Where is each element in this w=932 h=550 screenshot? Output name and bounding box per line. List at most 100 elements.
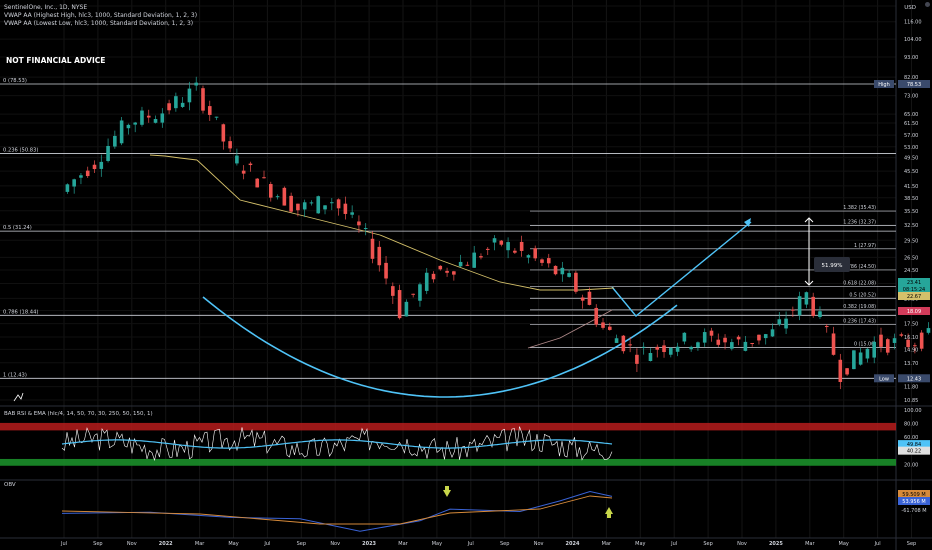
- price-candle: [350, 212, 354, 215]
- price-axis-tick: 49.50: [904, 156, 918, 162]
- time-axis-tick: 2025: [769, 541, 783, 547]
- price-axis-tick: 104.00: [904, 37, 922, 43]
- price-axis-tick: 82.00: [904, 75, 918, 81]
- fib-extension-label: 0.786 (24.50): [843, 264, 876, 270]
- time-axis-tick: Nov: [330, 541, 340, 547]
- price-candle: [913, 345, 917, 347]
- time-axis-tick: Mar: [602, 541, 612, 547]
- high-label-bg: [874, 79, 894, 88]
- price-candle: [343, 203, 348, 214]
- price-candle: [167, 103, 171, 111]
- price-candle: [716, 339, 721, 345]
- price-candle: [594, 307, 599, 325]
- fib-extension-label: 0.618 (22.08): [843, 281, 876, 287]
- price-candle: [899, 334, 904, 336]
- price-candle: [641, 346, 646, 348]
- price-candle: [452, 271, 456, 275]
- price-axis-tick: 38.50: [904, 196, 918, 202]
- time-axis-tick: Jul: [263, 541, 270, 547]
- fib-retracement-label: 0.5 (31.24): [3, 225, 32, 231]
- price-candle: [472, 252, 476, 268]
- price-candle: [743, 341, 748, 351]
- price-axis-tick: 35.50: [904, 209, 918, 215]
- time-axis-tick: Mar: [195, 541, 205, 547]
- price-candle: [919, 332, 924, 349]
- currency-label: USD: [904, 5, 916, 11]
- price-axis-tick: 10.85: [904, 398, 918, 404]
- fib-extension-label: 0.236 (17.43): [843, 318, 876, 324]
- price-candle: [865, 348, 870, 359]
- time-axis-tick: Jul: [874, 541, 881, 547]
- price-candle: [106, 145, 110, 161]
- price-axis-tick: 41.50: [904, 184, 918, 190]
- price-candle: [316, 196, 321, 214]
- fib-retracement-label: 0 (78.53): [3, 78, 27, 84]
- price-candle: [553, 265, 558, 275]
- price-candle: [506, 242, 510, 251]
- price-candle: [445, 270, 449, 273]
- price-axis-tick: 17.50: [904, 322, 918, 328]
- price-candle: [411, 293, 415, 295]
- time-axis-tick: Nov: [737, 541, 747, 547]
- price-axis-tick: 16.10: [904, 335, 918, 341]
- last-price-tag: 23.41: [907, 280, 921, 286]
- high-label: High: [878, 82, 890, 88]
- rsi-line: [61, 426, 613, 462]
- price-candle: [465, 264, 470, 266]
- obv-value-tag-bg: [898, 497, 930, 505]
- price-candle: [431, 273, 436, 280]
- vwap-upper-tag: 22.67: [907, 294, 921, 300]
- price-candle: [621, 335, 626, 352]
- vwap-lower-tag: 18.09: [907, 309, 921, 315]
- price-candle: [485, 248, 490, 250]
- fib-extension-label: 1.382 (35.43): [843, 205, 876, 211]
- low-price-tag-bg: [898, 374, 930, 383]
- price-candle: [235, 155, 239, 164]
- price-candle: [153, 119, 158, 123]
- rsi-axis-tick: 60.00: [904, 435, 918, 441]
- price-candle: [302, 202, 307, 210]
- price-candle: [336, 199, 341, 209]
- projection-path: [611, 221, 752, 317]
- price-candle: [187, 88, 192, 103]
- arrow-up-icon-stem: [607, 514, 611, 518]
- price-candle: [709, 330, 714, 336]
- price-candle: [146, 115, 151, 118]
- settings-dot-icon[interactable]: [925, 2, 930, 7]
- rsi-oversold-zone: [0, 458, 896, 466]
- price-candle: [126, 124, 131, 129]
- price-candle: [296, 203, 300, 211]
- price-candle: [309, 202, 314, 204]
- time-axis-tick: Nov: [127, 541, 137, 547]
- vwap-high-label: VWAP AA (Highest High, hlc3, 1000, Stand…: [4, 12, 198, 19]
- price-candle: [662, 345, 666, 353]
- price-candle: [628, 344, 632, 346]
- vwap-upper-tag-bg: [898, 292, 930, 300]
- last-time-tag-bg: [898, 285, 930, 293]
- price-candle: [892, 338, 897, 343]
- price-candle: [174, 96, 178, 109]
- price-axis-tick: 24.50: [904, 268, 918, 274]
- fib-retracement-label: 1 (12.43): [3, 372, 27, 378]
- last-price-tag-bg: [898, 278, 930, 286]
- price-candle: [72, 179, 76, 187]
- high-price-tag: 78.53: [907, 82, 921, 88]
- vwap-lower-line: [527, 309, 613, 349]
- measure-box: [814, 257, 850, 272]
- time-axis-tick: Sep: [703, 541, 712, 547]
- measure-arrow: [804, 217, 814, 223]
- price-candle: [702, 332, 707, 343]
- price-candle: [194, 82, 199, 86]
- price-candle: [906, 339, 910, 348]
- price-candle: [675, 346, 680, 352]
- time-axis-tick: Sep: [297, 541, 306, 547]
- price-candle: [289, 195, 293, 212]
- price-candle: [804, 292, 809, 305]
- price-candle: [207, 106, 212, 115]
- price-candle: [65, 184, 70, 192]
- price-axis-tick: 116.00: [904, 20, 922, 26]
- price-candle: [580, 297, 585, 301]
- low-price-tag: 12.43: [907, 376, 921, 382]
- obv-ema-tag-bg: [898, 490, 930, 498]
